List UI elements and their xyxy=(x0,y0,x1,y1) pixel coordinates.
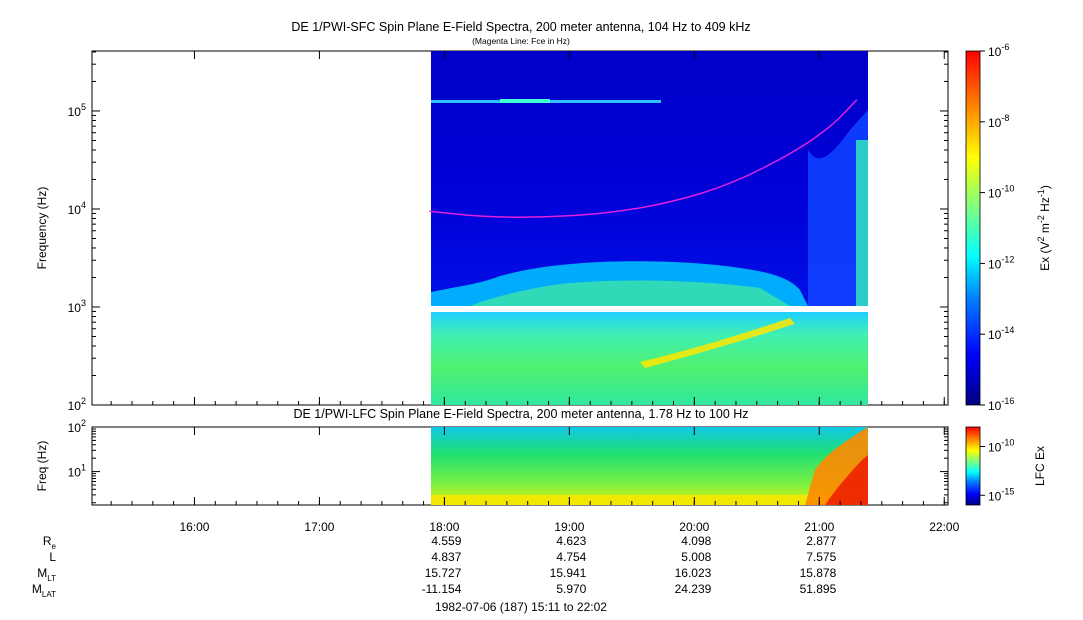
ephemeris-value: 15.941 xyxy=(550,566,587,580)
time-x-axis: 16:00 17:00 18:00 19:00 20:00 21:00 22:00 xyxy=(110,51,960,534)
ephemeris-row-label: L xyxy=(49,550,56,564)
top-spectrogram-dome-core xyxy=(470,280,790,306)
top-colorbar-ticks: 10-6 10-8 10-10 10-12 10-14 10-16 xyxy=(980,42,1014,413)
fce-magenta-line xyxy=(429,99,858,218)
x-tick-label: 22:00 xyxy=(929,520,959,534)
bottom-spectrogram-low-band xyxy=(431,495,868,505)
ephemeris-value: 5.008 xyxy=(681,550,711,564)
top-spectrogram-gap xyxy=(431,306,868,312)
top-spectrogram xyxy=(431,51,868,405)
colorbar-tick-label: 10-12 xyxy=(988,254,1014,271)
bottom-colorbar xyxy=(965,426,981,506)
top-spectrogram-yellow-streak xyxy=(640,318,795,368)
bottom-colorbar-ticks: 10-10 10-15 xyxy=(980,438,1014,503)
time-range-footer: 1982-07-06 (187) 15:11 to 22:02 xyxy=(435,600,607,614)
ephemeris-value: 4.754 xyxy=(556,550,586,564)
top-spectrogram-right-noise xyxy=(808,110,868,306)
ephemeris-value: 4.559 xyxy=(431,534,461,548)
colorbar-tick-label: 10-14 xyxy=(988,325,1014,342)
x-tick-label: 21:00 xyxy=(804,520,834,534)
bottom-y-axis-label: Freq (Hz) xyxy=(35,441,49,492)
ephemeris-value: 24.239 xyxy=(675,582,712,596)
y-tick-label: 102 xyxy=(68,396,86,413)
top-spectrogram-cyan-line xyxy=(500,99,550,103)
x-tick-label: 17:00 xyxy=(304,520,334,534)
top-colorbar-label: Ex (V2 m-2 Hz-1) xyxy=(1036,185,1052,271)
colorbar-tick-label: 10-10 xyxy=(988,184,1014,201)
top-panel-subtitle: (Magenta Line: Fce in Hz) xyxy=(472,36,570,46)
colorbar-tick-label: 10-10 xyxy=(988,438,1014,455)
bottom-spectrogram-band xyxy=(431,427,868,505)
x-tick-label: 16:00 xyxy=(179,520,209,534)
y-tick-label: 105 xyxy=(68,102,86,119)
y-tick-label: 103 xyxy=(68,298,86,315)
ephemeris-value: -11.154 xyxy=(422,582,462,596)
ephemeris-value: 7.575 xyxy=(806,550,836,564)
colorbar-tick-label: 10-15 xyxy=(988,486,1014,503)
x-tick-label: 19:00 xyxy=(554,520,584,534)
ephemeris-value: 4.098 xyxy=(681,534,711,548)
x-tick-label: 18:00 xyxy=(429,520,459,534)
ephemeris-row-label: MLAT xyxy=(32,582,56,599)
ephemeris-value: 4.623 xyxy=(556,534,586,548)
bottom-spectrogram xyxy=(431,427,868,505)
top-colorbar xyxy=(965,50,981,406)
ephemeris-value: 2.877 xyxy=(806,534,836,548)
ephemeris-value: 15.727 xyxy=(425,566,462,580)
colorbar-tick-label: 10-6 xyxy=(988,42,1009,59)
ephemeris-row-label: MLT xyxy=(37,566,56,583)
bottom-colorbar-label: LFC Ex xyxy=(1033,446,1047,486)
bottom-panel-title: DE 1/PWI-LFC Spin Plane E-Field Spectra,… xyxy=(293,407,748,421)
ephemeris-row-label: Re xyxy=(43,534,57,551)
top-y-axis: 102 103 104 105 xyxy=(68,51,948,413)
x-tick-label: 20:00 xyxy=(679,520,709,534)
top-spectrogram-lower-band xyxy=(431,312,868,405)
y-tick-label: 104 xyxy=(68,200,86,217)
colorbar-tick-label: 10-8 xyxy=(988,113,1009,130)
y-tick-label: 101 xyxy=(68,463,86,480)
colorbar-tick-label: 10-16 xyxy=(988,396,1014,413)
bottom-spectrogram-red-core xyxy=(825,455,868,505)
ephemeris-value: 15.878 xyxy=(800,566,837,580)
ephemeris-value: 51.895 xyxy=(800,582,837,596)
top-panel-title: DE 1/PWI-SFC Spin Plane E-Field Spectra,… xyxy=(291,20,750,34)
top-y-axis-label: Frequency (Hz) xyxy=(35,187,49,270)
ephemeris-value: 5.970 xyxy=(556,582,586,596)
ephemeris-value: 16.023 xyxy=(675,566,712,580)
y-tick-label: 102 xyxy=(68,418,86,435)
ephemeris-value: 4.837 xyxy=(431,550,461,564)
top-spectrogram-right-edge xyxy=(856,140,868,306)
bottom-y-axis: 101 102 xyxy=(68,418,948,504)
